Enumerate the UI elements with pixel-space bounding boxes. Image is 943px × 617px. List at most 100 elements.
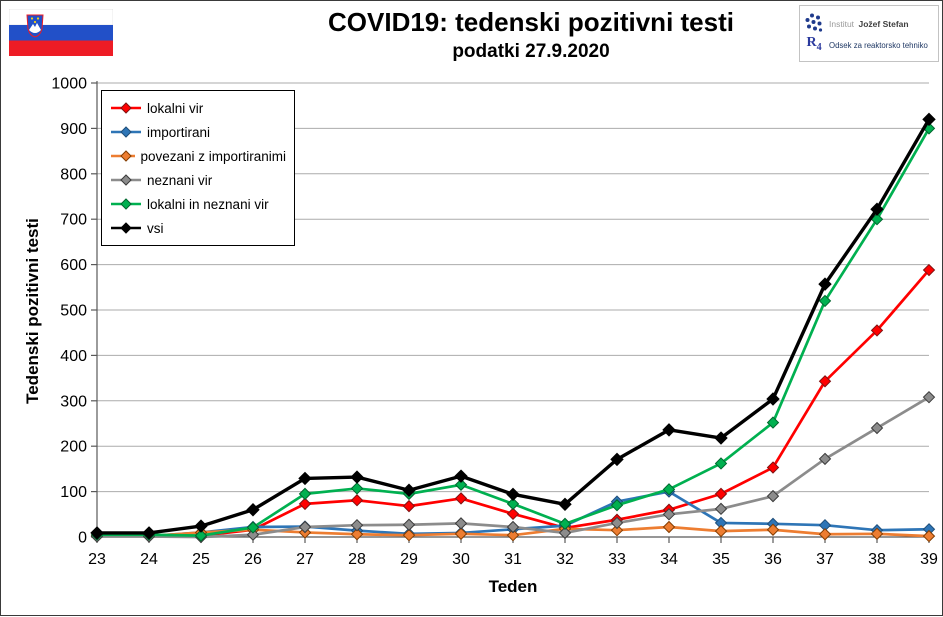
- data-point-vsi: [142, 526, 156, 540]
- data-point-lokalni-vir: [766, 461, 780, 474]
- data-point-povezani-z-importiranimi: [714, 524, 728, 538]
- data-point-lokalni-vir: [298, 497, 312, 511]
- data-point-lokalni-in-neznani-vir: [454, 478, 468, 491]
- x-tick-label: 26: [244, 551, 262, 568]
- data-point-povezani-z-importiranimi: [454, 527, 468, 541]
- x-tick-label: 34: [660, 551, 678, 568]
- legend-marker-icon: [111, 126, 141, 138]
- x-tick-label: 39: [920, 551, 938, 568]
- y-tick-label: 700: [60, 212, 87, 229]
- y-tick-label: 300: [60, 393, 87, 410]
- data-point-povezani-z-importiranimi: [350, 528, 364, 541]
- data-point-neznani-vir: [298, 520, 312, 534]
- data-point-lokalni-in-neznani-vir: [558, 517, 572, 531]
- data-point-vsi: [246, 503, 260, 517]
- data-point-neznani-vir: [350, 518, 364, 532]
- data-point-lokalni-in-neznani-vir: [610, 499, 624, 512]
- ijs-logo-box: Institut Jožef Stefan R4 Odsek za reakto…: [799, 5, 939, 62]
- data-point-lokalni-vir: [350, 494, 364, 507]
- data-point-vsi: [714, 431, 728, 445]
- data-point-lokalni-in-neznani-vir: [246, 521, 260, 534]
- data-point-povezani-z-importiranimi: [870, 527, 884, 541]
- x-tick-label: 36: [764, 551, 782, 568]
- y-tick-label: 400: [60, 348, 87, 365]
- y-tick-label: 800: [60, 166, 87, 183]
- data-point-vsi: [922, 112, 936, 127]
- data-point-neznani-vir: [714, 502, 728, 516]
- data-point-povezani-z-importiranimi: [402, 528, 416, 542]
- page-subtitle: podatki 27.9.2020: [452, 41, 610, 62]
- data-point-vsi: [350, 470, 364, 484]
- data-point-lokalni-in-neznani-vir: [818, 294, 832, 308]
- ijs-dots-icon: [805, 13, 823, 32]
- data-point-lokalni-in-neznani-vir: [194, 529, 208, 542]
- data-point-neznani-vir: [558, 526, 572, 540]
- chart-legend: lokalni vir importirani povezani z importi…: [101, 90, 295, 246]
- department-name: Odsek za reaktorsko tehniko: [829, 40, 928, 50]
- legend-marker-icon: [111, 198, 141, 210]
- data-point-vsi: [766, 392, 780, 406]
- data-point-neznani-vir: [662, 508, 676, 521]
- x-tick-label: 38: [868, 551, 886, 568]
- x-tick-label: 27: [296, 551, 314, 568]
- x-tick-label: 29: [400, 551, 418, 568]
- y-tick-label: 1000: [51, 76, 87, 93]
- x-tick-label: 24: [140, 551, 158, 568]
- data-point-lokalni-vir: [922, 263, 936, 277]
- institute-name: Jožef Stefan: [858, 19, 909, 30]
- y-tick-label: 200: [60, 439, 87, 456]
- data-point-neznani-vir: [766, 489, 780, 503]
- data-point-lokalni-vir: [714, 487, 728, 501]
- y-tick-label: 100: [60, 484, 87, 501]
- data-point-neznani-vir: [246, 528, 260, 541]
- x-tick-label: 23: [88, 551, 106, 568]
- data-point-neznani-vir: [818, 452, 832, 466]
- legend-item: vsi: [110, 216, 286, 240]
- data-point-lokalni-in-neznani-vir: [714, 457, 728, 470]
- x-tick-label: 30: [452, 551, 470, 568]
- data-point-vsi: [402, 483, 416, 497]
- data-point-povezani-z-importiranimi: [506, 528, 520, 542]
- data-point-povezani-z-importiranimi: [662, 520, 676, 534]
- x-tick-label: 31: [504, 551, 522, 568]
- page-title: COVID19: tedenski pozitivni testi: [328, 7, 734, 37]
- data-point-vsi: [194, 519, 208, 533]
- data-point-neznani-vir: [922, 390, 936, 404]
- legend-marker-icon: [111, 222, 141, 234]
- data-point-povezani-z-importiranimi: [818, 528, 832, 541]
- x-tick-label: 37: [816, 551, 834, 568]
- data-point-lokalni-in-neznani-vir: [766, 416, 780, 429]
- data-point-vsi: [298, 471, 312, 486]
- legend-item: povezani z importiranimi: [110, 144, 286, 168]
- y-tick-label: 600: [60, 257, 87, 274]
- y-axis-title: Tedenski pozitivni testi: [23, 218, 42, 404]
- data-point-lokalni-in-neznani-vir: [350, 482, 364, 495]
- data-point-lokalni-in-neznani-vir: [298, 487, 312, 501]
- data-point-lokalni-vir: [818, 375, 832, 388]
- legend-label: povezani z importiranimi: [140, 148, 286, 164]
- x-tick-label: 35: [712, 551, 730, 568]
- data-point-lokalni-in-neznani-vir: [506, 497, 520, 511]
- x-tick-label: 33: [608, 551, 626, 568]
- slovenia-flag-icon: [9, 9, 113, 56]
- data-point-lokalni-vir: [870, 324, 884, 337]
- data-point-povezani-z-importiranimi: [766, 523, 780, 536]
- data-point-vsi: [870, 202, 884, 216]
- legend-label: importirani: [147, 124, 211, 140]
- data-point-vsi: [506, 487, 520, 502]
- legend-marker-icon: [111, 150, 136, 162]
- legend-label: lokalni in neznani vir: [147, 196, 269, 212]
- legend-label: neznani vir: [147, 172, 213, 188]
- legend-item: neznani vir: [110, 168, 286, 192]
- data-point-neznani-vir: [610, 516, 624, 530]
- data-point-lokalni-vir: [506, 507, 520, 521]
- legend-item: importirani: [110, 120, 286, 144]
- data-point-povezani-z-importiranimi: [610, 523, 624, 537]
- data-point-vsi: [558, 497, 572, 512]
- data-point-vsi: [818, 277, 832, 291]
- data-point-neznani-vir: [870, 421, 884, 435]
- x-tick-label: 25: [192, 551, 210, 568]
- data-point-vsi: [662, 423, 676, 437]
- data-point-neznani-vir: [506, 520, 520, 534]
